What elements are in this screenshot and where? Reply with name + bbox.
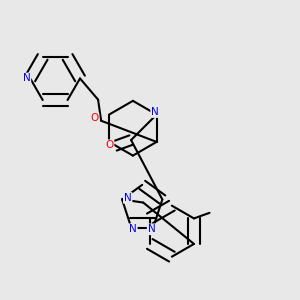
Text: N: N: [22, 74, 30, 83]
Text: N: N: [129, 224, 137, 234]
Text: N: N: [124, 193, 132, 203]
Text: N: N: [151, 107, 159, 117]
Text: O: O: [90, 113, 98, 123]
Text: O: O: [105, 140, 113, 150]
Text: N: N: [148, 224, 155, 234]
